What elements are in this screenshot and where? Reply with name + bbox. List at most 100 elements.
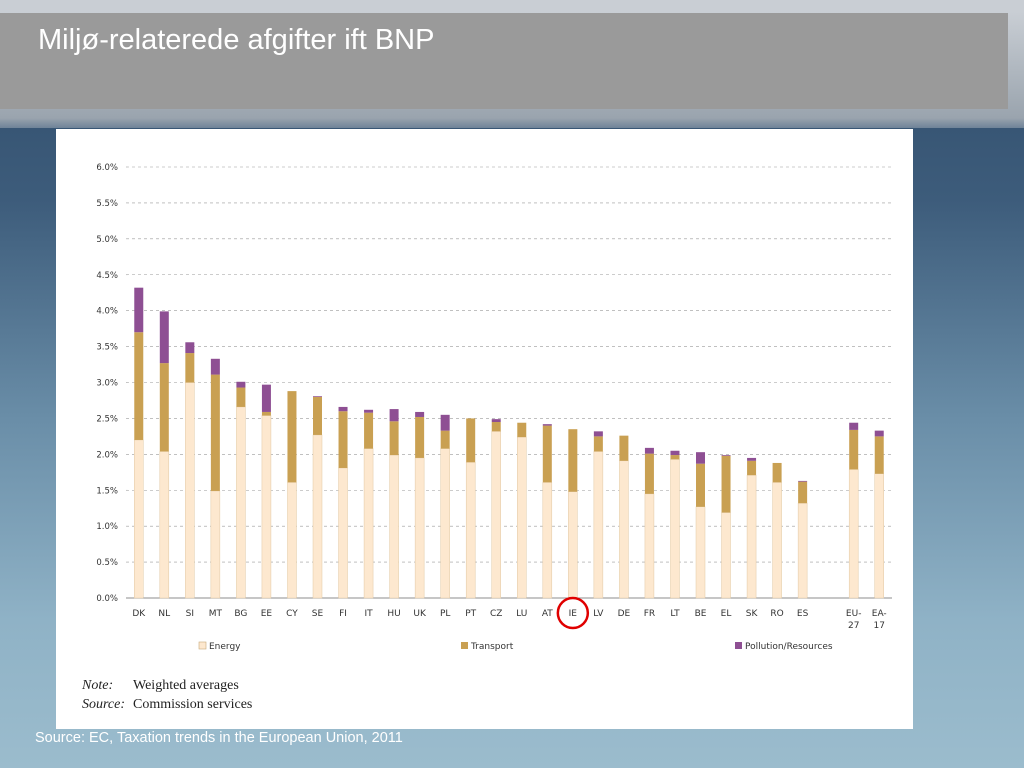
y-tick-label: 4.5%	[96, 271, 118, 281]
bar-energy-segment	[236, 406, 246, 599]
x-tick-label-line: EU-	[846, 609, 862, 619]
bar-transport-segment	[364, 412, 374, 449]
bar-transport-segment	[491, 422, 501, 432]
bar-transport-segment	[593, 436, 603, 452]
x-tick-label-line: DE	[618, 609, 631, 619]
bar-transport-segment	[338, 411, 348, 468]
x-tick-label: CZ	[490, 609, 502, 619]
x-tick-label: RO	[770, 609, 783, 619]
bar-energy-segment	[440, 448, 450, 599]
bar-energy-segment	[363, 448, 374, 599]
bar-transport-segment	[159, 363, 169, 452]
bar-pollution-segment	[542, 424, 552, 426]
x-tick-label: EU- 27	[846, 609, 862, 631]
x-tick-label: HU	[387, 609, 400, 619]
x-tick-label-line: UK	[413, 609, 427, 619]
x-tick-label-line: EA-	[872, 609, 887, 619]
bar-pollution-segment	[185, 342, 195, 354]
legend-swatch	[198, 641, 207, 650]
bar-transport-segment	[747, 460, 757, 476]
bar-energy-segment	[159, 451, 170, 599]
bar-transport-segment	[849, 429, 859, 470]
x-tick-label-line: BG	[234, 609, 247, 619]
bar-pollution-segment	[798, 480, 808, 482]
legend-label: Transport	[470, 642, 514, 652]
bar-pollution-segment	[593, 431, 603, 437]
x-tick-label-line: AT	[542, 609, 553, 619]
x-tick-label-line: SE	[312, 609, 324, 619]
bar-transport-segment	[466, 418, 476, 463]
bar-energy-segment	[414, 457, 425, 599]
x-tick-label-line: PT	[465, 609, 476, 619]
bar-transport-segment	[440, 430, 450, 449]
x-tick-label-line: MT	[209, 609, 223, 619]
title-band	[0, 13, 1008, 109]
x-tick-label: ES	[797, 609, 809, 619]
bar-transport-segment	[185, 353, 195, 383]
source-row: Source: Commission services	[82, 695, 252, 714]
x-tick-label: FI	[339, 609, 347, 619]
y-tick-label: 5.5%	[96, 199, 118, 209]
x-tick-label-line: SI	[186, 609, 194, 619]
x-tick-label-line: LV	[593, 609, 604, 619]
x-tick-label: AT	[542, 609, 553, 619]
y-tick-label: 1.0%	[96, 522, 118, 532]
bar-transport-segment	[696, 463, 705, 507]
bar-transport-segment	[670, 455, 680, 460]
x-tick-label-line: HU	[387, 609, 400, 619]
x-tick-label-line: ES	[797, 609, 809, 619]
stacked-bar-chart: 0.0% 0.5% 1.0% 1.5% 2.0% 2.5% 3.0% 3.5% 4.0% 4.5%…	[96, 163, 892, 652]
bar-energy-segment	[874, 473, 884, 599]
bar-transport-segment	[236, 387, 246, 407]
x-tick-label: BE	[695, 609, 707, 619]
bar-energy-segment	[338, 467, 348, 599]
bar-transport-segment	[568, 429, 578, 492]
x-tick-label-line: SK	[746, 609, 759, 619]
y-tick-label: 5.0%	[96, 235, 118, 245]
bar-energy-segment	[312, 434, 323, 599]
bar-energy-segment	[644, 493, 655, 599]
note-row: Note: Weighted averages	[82, 676, 252, 695]
bar-energy-segment	[210, 490, 221, 599]
bar-transport-segment	[415, 416, 425, 458]
bar-energy-segment	[261, 415, 272, 599]
bar-transport-segment	[542, 425, 552, 483]
bar-transport-segment	[134, 332, 144, 440]
x-tick-label: PT	[465, 609, 476, 619]
bar-energy-segment	[848, 469, 859, 599]
bar-transport-segment	[721, 455, 731, 513]
bar-transport-segment	[287, 391, 297, 483]
bar-transport-segment	[874, 436, 884, 474]
x-tick-label-line: LT	[670, 609, 680, 619]
bar-energy-segment	[134, 439, 144, 599]
bar-energy-segment	[670, 459, 680, 599]
x-tick-label-line: LU	[516, 609, 527, 619]
legend-swatch	[461, 642, 468, 649]
bar-pollution-segment	[696, 452, 705, 464]
bar-pollution-segment	[338, 406, 348, 412]
bar-pollution-segment	[415, 411, 425, 417]
source-text: Commission services	[133, 697, 253, 712]
bar-transport-segment	[798, 481, 808, 504]
x-tick-label: FR	[644, 609, 655, 619]
bar-pollution-segment	[440, 414, 450, 431]
bar-pollution-segment	[134, 287, 144, 333]
y-tick-label: 1.5%	[96, 486, 118, 496]
y-tick-label: 3.0%	[96, 379, 118, 389]
bar-pollution-segment	[491, 419, 501, 423]
bar-transport-segment	[261, 411, 271, 416]
x-tick-label-line: CY	[286, 609, 298, 619]
bar-pollution-segment	[313, 396, 322, 397]
x-tick-label: LT	[670, 609, 680, 619]
source-label: Source:	[82, 697, 126, 712]
x-tick-label: EA- 17	[872, 609, 887, 631]
legend-label: Pollution/Resources	[745, 642, 833, 652]
legend-swatch	[735, 642, 742, 649]
chart-panel: 0.0% 0.5% 1.0% 1.5% 2.0% 2.5% 3.0% 3.5% 4.0% 4.5%…	[56, 129, 913, 729]
y-tick-label: 3.5%	[96, 343, 118, 353]
bar-energy-segment	[389, 454, 399, 599]
bar-transport-segment	[517, 422, 527, 438]
bar-energy-segment	[721, 512, 731, 599]
bar-energy-segment	[185, 382, 195, 599]
legend-label: Energy	[209, 642, 241, 652]
